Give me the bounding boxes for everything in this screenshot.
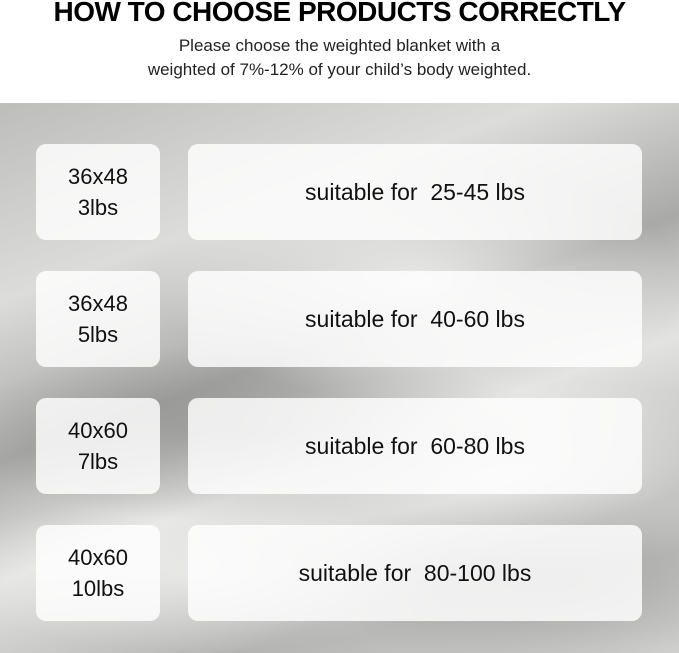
- subtitle-line-1: Please choose the weighted blanket with …: [178, 36, 501, 55]
- range-box: suitable for 80-100 lbs: [188, 525, 642, 621]
- range-box: suitable for 25-45 lbs: [188, 144, 642, 240]
- size-box: 40x60 10lbs: [36, 525, 160, 621]
- size-box: 40x60 7lbs: [36, 398, 160, 494]
- range-box: suitable for 60-80 lbs: [188, 398, 642, 494]
- page-title: HOW TO CHOOSE PRODUCTS CORRECTLY: [53, 0, 626, 27]
- weight: 7lbs: [77, 449, 119, 474]
- weight: 5lbs: [77, 322, 119, 347]
- size: 36x48: [68, 164, 128, 189]
- size: 40x60: [68, 418, 128, 443]
- range-box: suitable for 40-60 lbs: [188, 271, 642, 367]
- size: 40x60: [68, 545, 128, 570]
- size-box: 36x48 5lbs: [36, 271, 160, 367]
- weight: 10lbs: [71, 576, 125, 601]
- size-box: 36x48 3lbs: [36, 144, 160, 240]
- weight: 3lbs: [77, 195, 119, 220]
- subtitle-line-2: weighted of 7%-12% of your child’s body …: [147, 60, 532, 79]
- size: 36x48: [68, 291, 128, 316]
